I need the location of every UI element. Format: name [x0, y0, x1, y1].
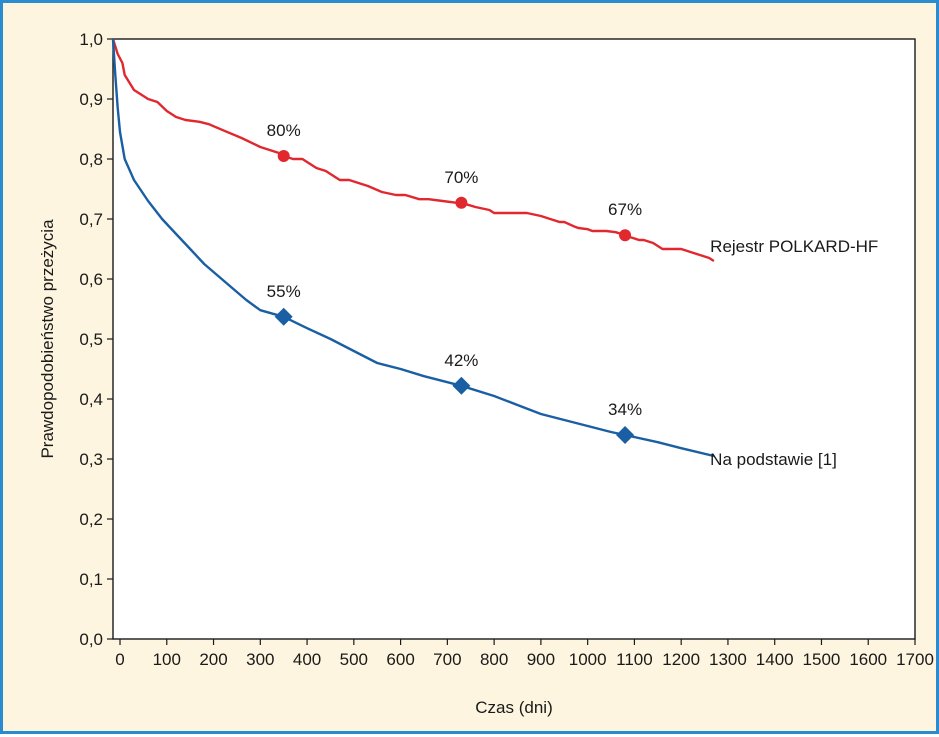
y-tick-label: 0,3: [79, 450, 103, 469]
y-tick-label: 0,4: [79, 390, 103, 409]
x-tick-label: 1300: [709, 650, 747, 669]
x-tick-label: 900: [527, 650, 555, 669]
data-label: 34%: [608, 400, 642, 419]
y-tick-label: 1,0: [79, 30, 103, 49]
data-label: 70%: [444, 168, 478, 187]
x-tick-label: 700: [433, 650, 461, 669]
series-label-2: Na podstawie [1]: [710, 450, 837, 469]
x-tick-label: 100: [153, 650, 181, 669]
x-tick-label: 0: [115, 650, 124, 669]
x-tick-label: 1700: [896, 650, 934, 669]
x-tick-label: 200: [199, 650, 227, 669]
x-tick-label: 800: [480, 650, 508, 669]
series-2-marker: [452, 376, 471, 395]
y-tick-label: 0,9: [79, 90, 103, 109]
x-tick-label: 1600: [849, 650, 887, 669]
series-2-marker: [616, 426, 635, 444]
series-label-1: Rejestr POLKARD-HF: [710, 237, 878, 256]
data-label: 55%: [267, 282, 301, 301]
series-1-marker: [455, 196, 468, 209]
y-tick-label: 0,7: [79, 210, 103, 229]
x-tick-label: 300: [246, 650, 274, 669]
y-axis-title: Prawdopodobieństwo przeżycia: [38, 219, 57, 459]
x-axis-title: Czas (dni): [475, 698, 552, 717]
y-tick-label: 0,1: [79, 570, 103, 589]
data-label: 80%: [267, 121, 301, 140]
y-tick-label: 0,0: [79, 630, 103, 649]
series-1-marker: [619, 229, 632, 242]
data-label: 42%: [444, 351, 478, 370]
y-tick-label: 0,5: [79, 330, 103, 349]
survival-chart: 0,0 0,1 0,2 0,3 0,4 0,5 0,6 0,7 0,8 0,9 1,0 0 100 200…: [38, 30, 934, 717]
y-tick-label: 0,8: [79, 150, 103, 169]
y-tick-label: 0,6: [79, 270, 103, 289]
x-tick-label: 1400: [756, 650, 794, 669]
x-tick-label: 500: [340, 650, 368, 669]
data-label: 67%: [608, 200, 642, 219]
x-tick-label: 1500: [803, 650, 841, 669]
x-tick-label: 400: [293, 650, 321, 669]
x-tick-label: 1100: [616, 650, 653, 669]
x-tick-label: 600: [386, 650, 414, 669]
plot-area: [112, 38, 916, 640]
x-tick-label: 1000: [569, 650, 607, 669]
x-tick-label: 1200: [662, 650, 700, 669]
series-line-2: [111, 38, 715, 458]
series-1-marker: [277, 150, 290, 162]
y-tick-label: 0,2: [79, 510, 103, 529]
series-2-marker: [274, 307, 293, 326]
